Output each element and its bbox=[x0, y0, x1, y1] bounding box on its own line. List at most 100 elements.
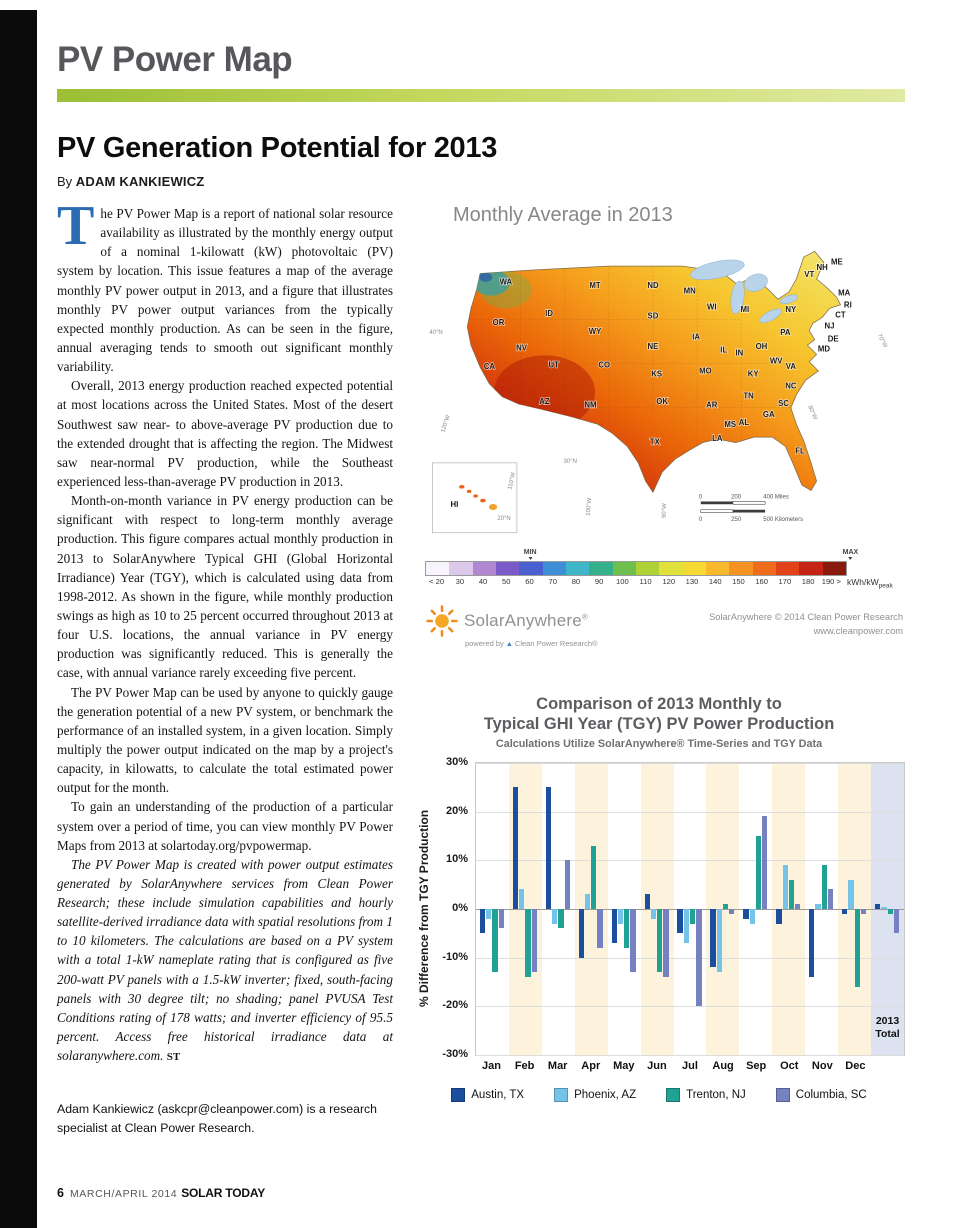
state-label-az: AZ bbox=[539, 397, 550, 406]
state-label-la: LA bbox=[712, 434, 723, 443]
colorbar-cell bbox=[822, 562, 846, 575]
state-label-ma: MA bbox=[838, 289, 850, 298]
bar-trenton-oct bbox=[788, 879, 795, 909]
state-label-oh: OH bbox=[756, 342, 768, 351]
chart-title-line1: Comparison of 2013 Monthly to bbox=[536, 694, 782, 713]
bar-trenton-feb bbox=[525, 908, 531, 978]
bar-phoenix-may bbox=[617, 908, 624, 924]
article-title: PV Generation Potential for 2013 bbox=[57, 132, 498, 164]
colorbar-cell bbox=[659, 562, 683, 575]
colorbar-cell bbox=[426, 562, 450, 575]
colorbar-cell bbox=[752, 562, 776, 575]
solaranywhere-logo: SolarAnywhere® powered by ▲ Clean Power … bbox=[425, 604, 598, 648]
bar-phoenix-jul bbox=[683, 908, 689, 943]
bar-columbia-apr bbox=[597, 908, 603, 948]
x-label-jan: Jan bbox=[482, 1059, 502, 1072]
y-tick-label: -10% bbox=[442, 950, 468, 963]
map-title: Monthly Average in 2013 bbox=[453, 204, 673, 226]
bar-austin-apr bbox=[578, 908, 584, 958]
state-label-md: MD bbox=[818, 345, 830, 354]
bar-austin-jan bbox=[479, 908, 486, 934]
colorbar-label: 190 > bbox=[821, 577, 841, 586]
byline: By ADAM KANKIEWICZ bbox=[57, 174, 905, 189]
scale-miles-label: 200 bbox=[731, 495, 742, 501]
bar-columbia-feb bbox=[531, 908, 537, 973]
bar-phoenix-dec bbox=[848, 879, 854, 909]
state-label-ct: CT bbox=[835, 311, 846, 320]
state-label-me: ME bbox=[831, 257, 843, 266]
issue-date: MARCH/APRIL 2014 bbox=[69, 1188, 178, 1200]
paragraph-2: Overall, 2013 energy production reached … bbox=[57, 378, 393, 489]
legend-item-phoenix: Phoenix, AZ bbox=[554, 1087, 636, 1102]
pv-map-panel: Monthly Average in 2013 bbox=[413, 204, 905, 648]
bar-columbia-may bbox=[630, 908, 636, 973]
bar-phoenix-nov bbox=[815, 904, 821, 909]
state-label-ks: KS bbox=[651, 369, 662, 378]
clean-power-research-icon: ▲ bbox=[505, 640, 513, 648]
map-colorbar: MIN MAX < 20 30 40 50 60 70 80 90 100 110 120 130 14… bbox=[425, 549, 903, 590]
state-label-mn: MN bbox=[684, 287, 696, 296]
colorbar-cell bbox=[542, 562, 566, 575]
state-label-vt: VT bbox=[804, 270, 814, 279]
colorbar-label: 50 bbox=[502, 577, 511, 586]
bar-phoenix-oct bbox=[782, 865, 788, 909]
colorbar-cell bbox=[565, 562, 590, 575]
bar-columbia-jan bbox=[498, 908, 504, 929]
x-label-feb: Feb bbox=[514, 1059, 535, 1072]
byline-name: ADAM KANKIEWICZ bbox=[75, 174, 205, 189]
max-marker: MAX bbox=[843, 549, 858, 560]
colorbar-cell bbox=[495, 562, 520, 575]
state-label-nd: ND bbox=[647, 281, 659, 290]
paragraph-3: Month-on-month variance in PV energy pro… bbox=[57, 493, 393, 681]
bar-trenton-aug bbox=[722, 904, 729, 909]
state-label-fl: FL bbox=[795, 447, 805, 456]
colorbar-label: 140 bbox=[708, 577, 722, 586]
scale-miles-label: 0 bbox=[699, 495, 703, 501]
colorbar-label: 150 bbox=[732, 577, 745, 586]
geo-label: 120°W bbox=[440, 414, 451, 433]
state-label-ms: MS bbox=[724, 420, 736, 429]
bar-austin-mar bbox=[545, 787, 552, 909]
scale-miles-label: 400 Miles bbox=[763, 495, 789, 501]
state-label-nv: NV bbox=[516, 344, 528, 353]
x-label-2013-total bbox=[872, 1060, 905, 1072]
state-label-de: DE bbox=[828, 335, 839, 344]
x-label-may: May bbox=[613, 1059, 635, 1072]
bar-trenton-jun bbox=[657, 908, 663, 973]
bar-trenton-apr bbox=[591, 845, 597, 909]
bar-phoenix-jun bbox=[650, 908, 657, 919]
page-footer: 6 MARCH/APRIL 2014 SOLAR TODAY bbox=[57, 1186, 265, 1200]
section-title: PV Power Map bbox=[57, 40, 293, 79]
state-label-mt: MT bbox=[589, 281, 600, 290]
byline-prefix: By bbox=[57, 174, 73, 189]
total-band-label: 2013 Total bbox=[875, 1015, 900, 1040]
y-tick-label: -30% bbox=[442, 1047, 468, 1060]
colorbar-cell bbox=[449, 562, 473, 575]
bar-columbia-aug bbox=[729, 908, 735, 914]
page-number: 6 bbox=[57, 1186, 64, 1200]
colorbar-label: 90 bbox=[594, 577, 604, 586]
x-label-nov: Nov bbox=[811, 1059, 833, 1072]
bar-trenton-nov bbox=[821, 865, 827, 909]
y-tick-label: 0% bbox=[452, 901, 468, 914]
paragraph-6: The PV Power Map is created with power o… bbox=[57, 856, 393, 1064]
legend-label: Austin, TX bbox=[471, 1088, 525, 1101]
state-labels: WA OR CA NV ID UT AZ MT WY CO NM ND SD NE KS OK TX MN IA MO… bbox=[450, 257, 853, 510]
state-label-co: CO bbox=[598, 360, 610, 369]
colorbar-label: 180 bbox=[801, 577, 815, 586]
colorbar-label: 70 bbox=[548, 577, 557, 586]
bar-trenton-2013-total bbox=[887, 908, 893, 914]
state-label-mo: MO bbox=[699, 367, 712, 376]
state-label-ny: NY bbox=[785, 305, 797, 314]
chart-legend: Austin, TX Phoenix, AZ Trenton, NJ Columbia… bbox=[413, 1087, 905, 1102]
drop-cap: T bbox=[57, 195, 95, 257]
scale-km-label: 250 bbox=[731, 517, 742, 523]
colorbar-cell bbox=[775, 562, 800, 575]
bar-austin-2013-total bbox=[875, 904, 881, 909]
bar-phoenix-apr bbox=[584, 894, 591, 909]
gridline bbox=[476, 1054, 904, 1056]
legend-label: Trenton, NJ bbox=[686, 1088, 746, 1101]
plot-area: 2013 Total bbox=[475, 761, 905, 1056]
